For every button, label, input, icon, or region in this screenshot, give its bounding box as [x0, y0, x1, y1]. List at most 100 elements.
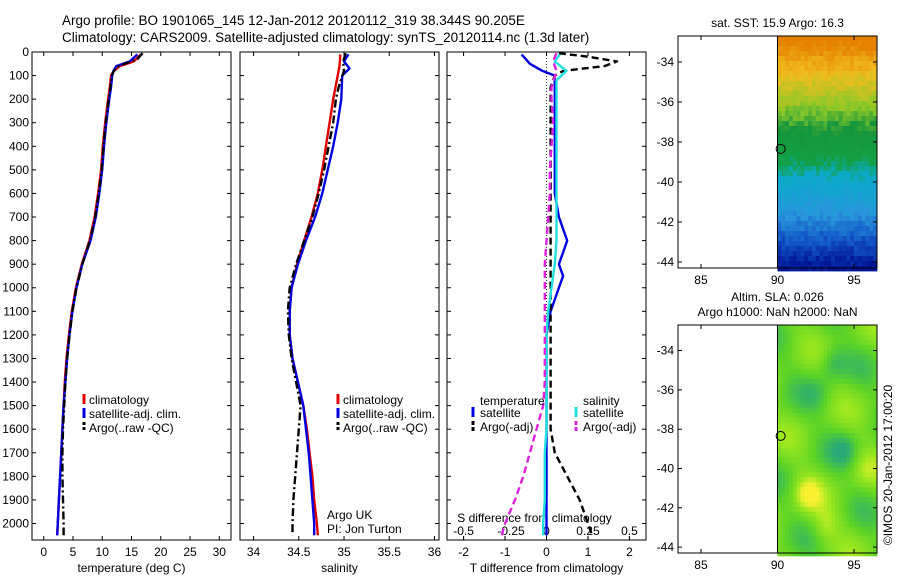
map-cell: [873, 256, 878, 262]
map-cell: [869, 61, 874, 67]
map-cell: [796, 181, 801, 187]
map-cell: [846, 161, 851, 167]
map-cell: [857, 413, 863, 419]
map-cell: [777, 354, 782, 360]
map-cell: [788, 236, 794, 242]
map-cell: [777, 186, 782, 192]
map-cell: [815, 256, 820, 262]
map-cell: [865, 226, 870, 232]
map-cell: [777, 423, 782, 429]
map-cell: [857, 181, 863, 187]
map-cell: [857, 171, 863, 177]
map-cell: [792, 418, 798, 424]
map-cell: [873, 216, 878, 222]
map-cell: [873, 221, 878, 227]
map-cell: [865, 141, 870, 147]
map-cell: [796, 462, 801, 468]
map-cell: [811, 379, 817, 385]
map-cell: [854, 181, 859, 187]
map-cell: [846, 329, 851, 336]
map-cell: [788, 51, 794, 57]
map-cell: [842, 76, 847, 82]
map-cell: [873, 246, 878, 252]
map-cell: [792, 531, 798, 537]
map-cell: [811, 447, 817, 454]
map-cell: [831, 433, 836, 439]
map-cell: [811, 211, 817, 217]
map-cell: [796, 423, 801, 429]
map-cell: [792, 171, 798, 177]
map-cell: [854, 176, 859, 182]
map-cell: [788, 151, 794, 157]
map-cell: [796, 91, 801, 97]
map-cell: [815, 452, 820, 459]
map-cell: [831, 186, 836, 192]
map-cell: [861, 51, 866, 57]
map-cell: [850, 374, 855, 380]
map-cell: [834, 418, 840, 424]
map-cell: [846, 141, 851, 147]
map-cell: [857, 477, 863, 483]
map-cell: [854, 536, 859, 542]
map-cell: [796, 231, 801, 237]
map-cell: [815, 379, 820, 385]
map-cell: [800, 111, 805, 117]
map-cell: [838, 388, 843, 395]
map-cell: [796, 521, 801, 527]
map-cell: [842, 546, 847, 552]
map-cell: [873, 131, 878, 137]
map-cell: [785, 41, 790, 47]
map-cell: [831, 246, 836, 252]
map-cell: [854, 151, 859, 157]
map-cell: [854, 379, 859, 385]
map-cell: [792, 256, 798, 262]
map-cell: [838, 452, 843, 459]
map-cell: [792, 526, 798, 532]
map-cell: [865, 438, 870, 444]
map-cell: [808, 176, 813, 182]
map-cell: [785, 501, 790, 508]
map-cell: [781, 374, 786, 380]
map-cell: [785, 96, 790, 102]
map-cell: [831, 161, 836, 167]
map-cell: [819, 369, 824, 375]
map-cell: [777, 531, 782, 537]
map-cell: [838, 156, 843, 162]
legend-label: satellite: [480, 406, 521, 420]
map-cell: [804, 151, 809, 157]
map-cell: [861, 452, 866, 459]
map-cell: [831, 428, 836, 434]
map-cell: [792, 66, 798, 72]
map-cell: [854, 364, 859, 370]
map-cell: [785, 36, 790, 42]
map-cell: [827, 349, 832, 355]
map-cell: [834, 334, 840, 341]
map-cell: [850, 364, 855, 370]
map-cell: [796, 501, 801, 508]
map-cell: [792, 161, 798, 167]
map-cell: [854, 452, 859, 459]
map-cell: [811, 56, 817, 62]
map-cell: [777, 551, 782, 557]
map-cell: [865, 66, 870, 72]
map-cell: [857, 41, 863, 47]
map-cell: [834, 66, 840, 72]
map-cell: [873, 101, 878, 107]
map-cell: [811, 51, 817, 57]
map-cell: [838, 126, 843, 132]
map-cell: [823, 516, 828, 522]
map-cell: [857, 136, 863, 142]
map-cell: [808, 101, 813, 107]
map-cell: [869, 221, 874, 227]
map-cell: [861, 472, 866, 478]
map-cell: [846, 496, 851, 503]
map-cell: [796, 106, 801, 112]
map-cell: [846, 492, 851, 498]
map-cell: [850, 393, 855, 400]
map-cell: [854, 171, 859, 177]
map-cell: [834, 339, 840, 346]
map-cell: [850, 116, 855, 122]
map-cell: [792, 379, 798, 385]
map-cell: [800, 477, 805, 483]
map-cell: [785, 166, 790, 172]
